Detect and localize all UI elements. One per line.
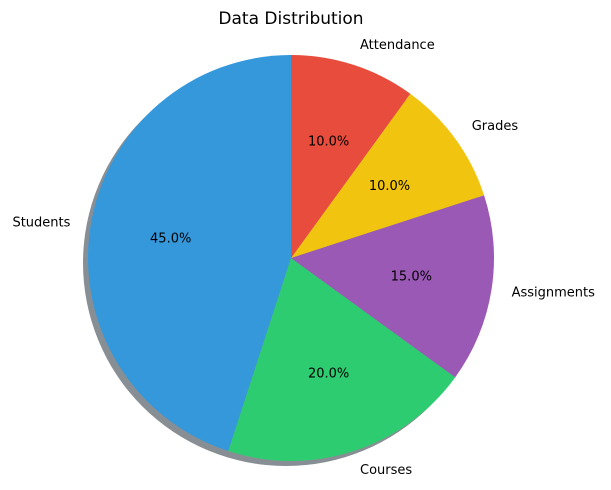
slice-label-attendance: Attendance xyxy=(360,38,435,53)
pct-label-courses: 20.0% xyxy=(308,366,349,381)
slice-label-assignments: Assignments xyxy=(512,285,596,300)
pct-label-attendance: 10.0% xyxy=(308,135,349,150)
pct-label-grades: 10.0% xyxy=(369,179,410,194)
slice-label-courses: Courses xyxy=(360,463,412,478)
chart-title: Data Distribution xyxy=(218,9,363,29)
pie-labels: Students 45.0% Courses 20.0% Assignments 15.0… xyxy=(12,38,595,478)
slice-students xyxy=(88,55,291,452)
slice-courses xyxy=(228,258,456,461)
pct-label-students: 45.0% xyxy=(150,231,191,246)
slice-attendance xyxy=(291,55,411,258)
slice-label-grades: Grades xyxy=(472,119,519,134)
slice-label-students: Students xyxy=(12,216,70,231)
slice-grades xyxy=(291,93,485,259)
pie-slices xyxy=(88,55,494,461)
slice-assignments xyxy=(291,195,494,378)
pct-label-assignments: 15.0% xyxy=(391,270,432,285)
